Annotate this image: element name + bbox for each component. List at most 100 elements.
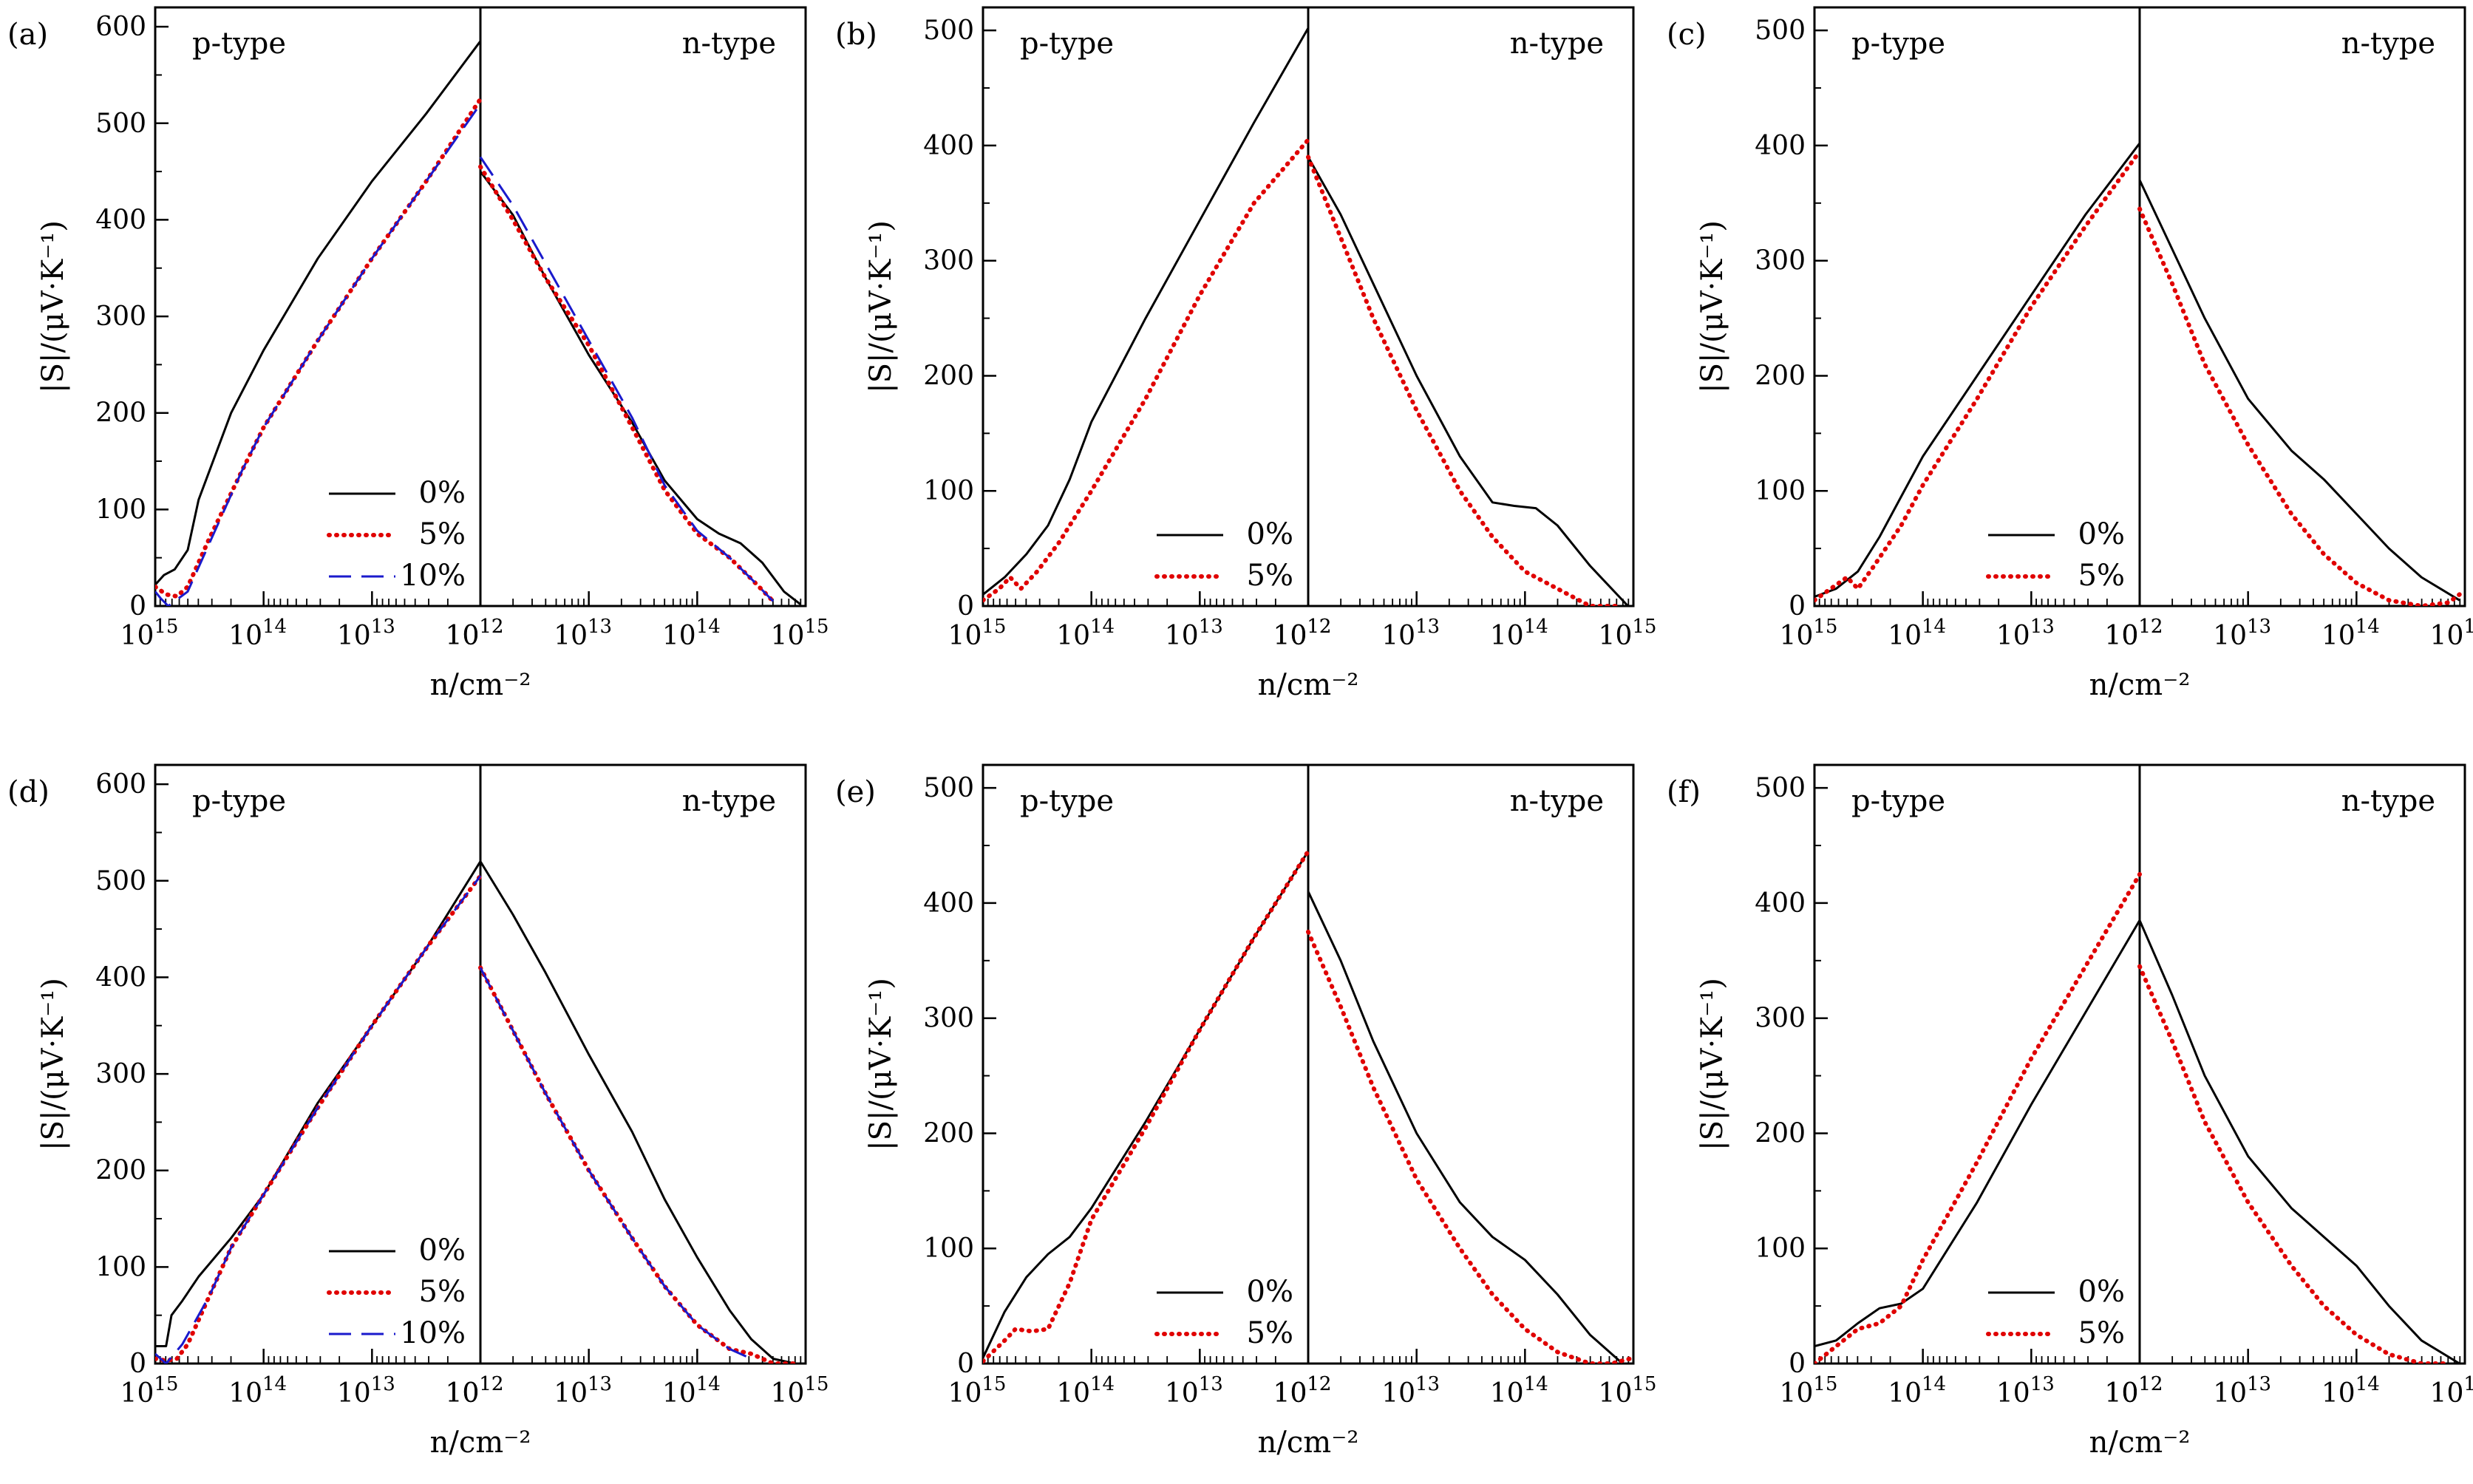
- series-line-p: [1814, 919, 2141, 1348]
- legend-label: 0%: [2078, 517, 2125, 551]
- y-tick-label: 400: [95, 962, 146, 993]
- x-tick-label: 1012: [2105, 616, 2163, 651]
- x-tick-label: 1015: [948, 1373, 1007, 1409]
- x-tick-label: 1013: [1996, 1373, 2055, 1409]
- n-type-label: n-type: [2341, 784, 2435, 818]
- x-tick-label: 1015: [771, 1373, 829, 1409]
- series-line-p: [1814, 142, 2141, 598]
- y-axis-label: |S|/(μV·K⁻¹): [864, 220, 898, 393]
- y-tick-label: 0: [1789, 591, 1806, 622]
- x-tick-label: 1014: [1490, 1373, 1548, 1409]
- panel-label: (f): [1667, 775, 1701, 809]
- series-line-n: [2137, 964, 2451, 1364]
- y-tick-label: 200: [923, 361, 974, 391]
- legend-label: 0%: [419, 476, 466, 510]
- p-type-label: p-type: [1020, 784, 1114, 818]
- series-line-p: [155, 97, 483, 599]
- y-tick-label: 400: [1755, 888, 1806, 919]
- x-tick-label: 1015: [948, 616, 1007, 651]
- legend-label: 0%: [1247, 1275, 1293, 1309]
- series-line-n: [1306, 929, 1633, 1364]
- x-tick-label: 1014: [662, 1373, 721, 1409]
- y-tick-label: 400: [95, 205, 146, 235]
- x-tick-label: 1013: [1165, 1373, 1223, 1409]
- x-axis-label: n/cm⁻²: [1258, 668, 1359, 702]
- legend-label: 0%: [419, 1233, 466, 1267]
- series-line-n: [478, 164, 775, 604]
- y-axis-label: |S|/(μV·K⁻¹): [1695, 978, 1729, 1151]
- x-tick-label: 1013: [1381, 616, 1440, 651]
- y-tick-label: 300: [95, 1059, 146, 1089]
- n-type-label: n-type: [682, 27, 776, 61]
- series-line-p: [155, 40, 482, 586]
- y-tick-label: 0: [129, 1349, 146, 1379]
- p-type-label: p-type: [192, 784, 286, 818]
- x-tick-label: 1013: [1996, 616, 2055, 651]
- series-line-p: [983, 137, 1310, 603]
- series-line-n: [2138, 180, 2460, 602]
- x-tick-label: 1015: [1780, 1373, 1838, 1409]
- x-axis-label: n/cm⁻²: [430, 1426, 531, 1460]
- n-type-label: n-type: [1510, 784, 1604, 818]
- y-tick-label: 300: [923, 1004, 974, 1034]
- y-tick-label: 500: [923, 773, 974, 803]
- series-line-n: [2137, 206, 2462, 606]
- panel-label: (b): [835, 18, 877, 52]
- y-tick-label: 500: [95, 109, 146, 139]
- x-tick-label: 1014: [1056, 1373, 1115, 1409]
- y-tick-label: 0: [957, 1349, 974, 1379]
- x-tick-label: 1015: [2430, 616, 2473, 651]
- x-tick-label: 1015: [120, 616, 179, 651]
- series-line-p: [1814, 149, 2142, 603]
- y-tick-label: 100: [923, 476, 974, 506]
- series-line-n: [479, 156, 775, 602]
- p-type-label: p-type: [1851, 784, 1945, 818]
- series-line-n: [2138, 919, 2460, 1364]
- x-tick-label: 1012: [2105, 616, 2163, 651]
- x-tick-label: 1013: [1165, 616, 1223, 651]
- y-tick-label: 100: [1755, 476, 1806, 506]
- legend-label: 5%: [419, 1275, 466, 1309]
- legend-label: 0%: [2078, 1275, 2125, 1309]
- series-line-n: [479, 171, 801, 605]
- y-tick-label: 300: [1755, 1004, 1806, 1034]
- x-tick-label: 1014: [228, 616, 287, 651]
- y-tick-label: 200: [1755, 1118, 1806, 1148]
- x-tick-label: 1012: [2105, 1373, 2163, 1409]
- x-tick-label: 1013: [2213, 616, 2271, 651]
- series-line-p: [155, 875, 482, 1364]
- series-line-n: [478, 965, 797, 1364]
- x-tick-label: 1012: [1273, 616, 1332, 651]
- y-tick-label: 0: [957, 591, 974, 622]
- y-tick-label: 500: [1755, 773, 1806, 803]
- p-type-label: p-type: [1020, 27, 1114, 61]
- x-tick-label: 1015: [1599, 616, 1657, 651]
- y-tick-label: 100: [95, 494, 146, 525]
- y-tick-label: 400: [1755, 131, 1806, 161]
- n-type-label: n-type: [1510, 27, 1604, 61]
- series-line-n: [1307, 156, 1629, 606]
- series-line-n: [1307, 891, 1624, 1364]
- y-tick-label: 200: [95, 398, 146, 429]
- x-axis-label: n/cm⁻²: [1258, 1426, 1359, 1460]
- x-tick-label: 1012: [2105, 1373, 2163, 1409]
- x-tick-label: 1014: [1056, 616, 1115, 651]
- x-tick-label: 1013: [554, 1373, 612, 1409]
- n-type-label: n-type: [2341, 27, 2435, 61]
- y-tick-label: 100: [95, 1252, 146, 1282]
- legend-label: 10%: [400, 559, 466, 593]
- panel-label: (a): [7, 18, 48, 52]
- y-tick-label: 600: [95, 12, 146, 42]
- y-tick-label: 100: [923, 1233, 974, 1264]
- x-tick-label: 1014: [228, 1373, 287, 1409]
- y-axis-label: |S|/(μV·K⁻¹): [36, 220, 70, 393]
- series-line-n: [479, 860, 795, 1364]
- x-tick-label: 1015: [1599, 1373, 1657, 1409]
- series-line-n: [479, 967, 752, 1360]
- p-type-label: p-type: [1851, 27, 1945, 61]
- x-axis-label: n/cm⁻²: [2089, 668, 2191, 702]
